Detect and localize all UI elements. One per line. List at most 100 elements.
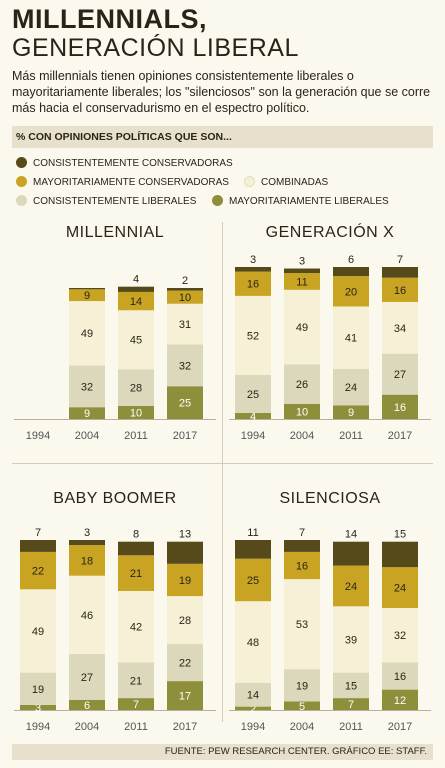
bar-segment: [167, 386, 203, 419]
data-label: 45: [130, 335, 142, 347]
data-label: 16: [296, 561, 308, 573]
legend-swatch: [16, 157, 27, 168]
bar-segment: [167, 681, 203, 710]
data-label: 32: [394, 630, 406, 642]
bar-segment: [333, 541, 369, 566]
bar-segment: [333, 672, 369, 699]
x-tick-label: 2004: [75, 430, 99, 442]
data-label: 2: [250, 703, 256, 715]
bar-segment: [235, 601, 271, 683]
data-label: 25: [247, 575, 259, 587]
bar-segment: [69, 365, 105, 408]
subtitle: Más millennials tienen opiniones consist…: [12, 69, 431, 115]
bar-segment: [167, 344, 203, 387]
bar-segment: [235, 558, 271, 602]
data-label: 53: [296, 619, 308, 631]
data-label: 14: [130, 296, 142, 308]
data-label: 10: [296, 406, 308, 418]
bar-segment: [382, 353, 418, 395]
data-label: 6: [84, 700, 90, 712]
legend-item-mostly-conservative: MAYORITARIAMENTE CONSERVADORAS: [16, 176, 229, 189]
chart-generacion-x: GENERACIÓN X1994425521632004102649113201…: [229, 222, 431, 442]
data-label: 16: [247, 279, 259, 291]
bar-segment: [235, 412, 271, 419]
panel-title: SILENCIOSA: [279, 490, 380, 507]
bar-segment: [167, 290, 203, 304]
bar-segment: [20, 704, 56, 710]
data-label: 9: [84, 408, 90, 420]
bar-segment: [69, 545, 105, 576]
bar-segment: [382, 267, 418, 278]
bar-segment: [235, 374, 271, 413]
legend-item-mostly-liberal: MAYORITARIAMENTE LIBERALES: [212, 195, 389, 208]
data-label: 49: [32, 626, 44, 638]
x-tick-label: 2011: [339, 430, 363, 442]
bar-segment: [284, 701, 320, 710]
data-label: 19: [296, 680, 308, 692]
data-label: 18: [81, 555, 93, 567]
data-label: 49: [81, 328, 93, 340]
bar-segment: [382, 541, 418, 568]
data-label: 52: [247, 330, 259, 342]
bar-segment: [20, 551, 56, 590]
data-label: 3: [250, 254, 256, 266]
bar-segment: [69, 301, 105, 366]
data-label: 15: [394, 529, 406, 541]
bar-segment: [167, 643, 203, 682]
bar-segment: [69, 288, 105, 290]
bar-segment: [333, 698, 369, 710]
bar-segment: [333, 565, 369, 607]
data-label: 15: [345, 680, 357, 692]
bar-segment: [69, 540, 105, 546]
bar-segment: [118, 555, 154, 591]
x-tick-label: 2004: [290, 721, 314, 733]
data-label: 17: [179, 691, 191, 703]
legend-heading: % CON OPINIONES POLÍTICAS QUE SON...: [12, 126, 433, 148]
data-label: 24: [345, 382, 357, 394]
vertical-divider: [222, 222, 223, 722]
legend: % CON OPINIONES POLÍTICAS QUE SON... CON…: [12, 126, 433, 211]
x-tick-label: 2017: [388, 721, 412, 733]
bar-segment: [284, 268, 320, 274]
legend-swatch: [212, 195, 223, 206]
bar-segment: [284, 540, 320, 552]
bar-segment: [20, 540, 56, 552]
bar-segment: [333, 276, 369, 307]
bar-segment: [118, 698, 154, 710]
data-label: 27: [394, 369, 406, 381]
panel-title: BABY BOOMER: [53, 490, 176, 507]
data-label: 26: [296, 379, 308, 391]
data-label: 12: [394, 695, 406, 707]
data-label: 7: [397, 254, 403, 266]
x-tick-label: 2011: [124, 721, 148, 733]
data-label: 25: [247, 389, 259, 401]
data-label: 32: [179, 360, 191, 372]
bar-segment: [20, 672, 56, 705]
bar-segment: [167, 596, 203, 644]
bar-segment: [167, 541, 203, 564]
data-label: 49: [296, 322, 308, 334]
data-label: 16: [394, 285, 406, 297]
page-title: MILLENNIALS,: [12, 4, 207, 34]
data-label: 24: [345, 581, 357, 593]
bar-segment: [382, 301, 418, 354]
chart-silenciosa: SILENCIOSA199421448251120045195316720117…: [229, 490, 431, 733]
horizontal-divider: [12, 463, 433, 464]
legend-label: CONSISTENTEMENTE LIBERALES: [33, 196, 197, 207]
bar-segment: [69, 699, 105, 710]
chart-baby-boomer: BABY BOOMER 1994 3 19 49 22 7 2004 6 27 46 18 3 2011 7…: [14, 490, 216, 733]
data-label: 22: [179, 657, 191, 669]
bar-segment: [69, 575, 105, 654]
data-label: 28: [130, 383, 142, 395]
x-tick-label: 1994: [241, 721, 265, 733]
bar-segment: [284, 364, 320, 404]
data-label: 10: [179, 292, 191, 304]
bar-segment: [235, 271, 271, 296]
bar-segment: [382, 608, 418, 663]
bar-segment: [284, 289, 320, 365]
bar-segment: [333, 306, 369, 369]
data-label: 9: [348, 407, 354, 419]
bar-segment: [284, 579, 320, 670]
x-tick-label: 2004: [290, 430, 314, 442]
bar-segment: [382, 689, 418, 710]
